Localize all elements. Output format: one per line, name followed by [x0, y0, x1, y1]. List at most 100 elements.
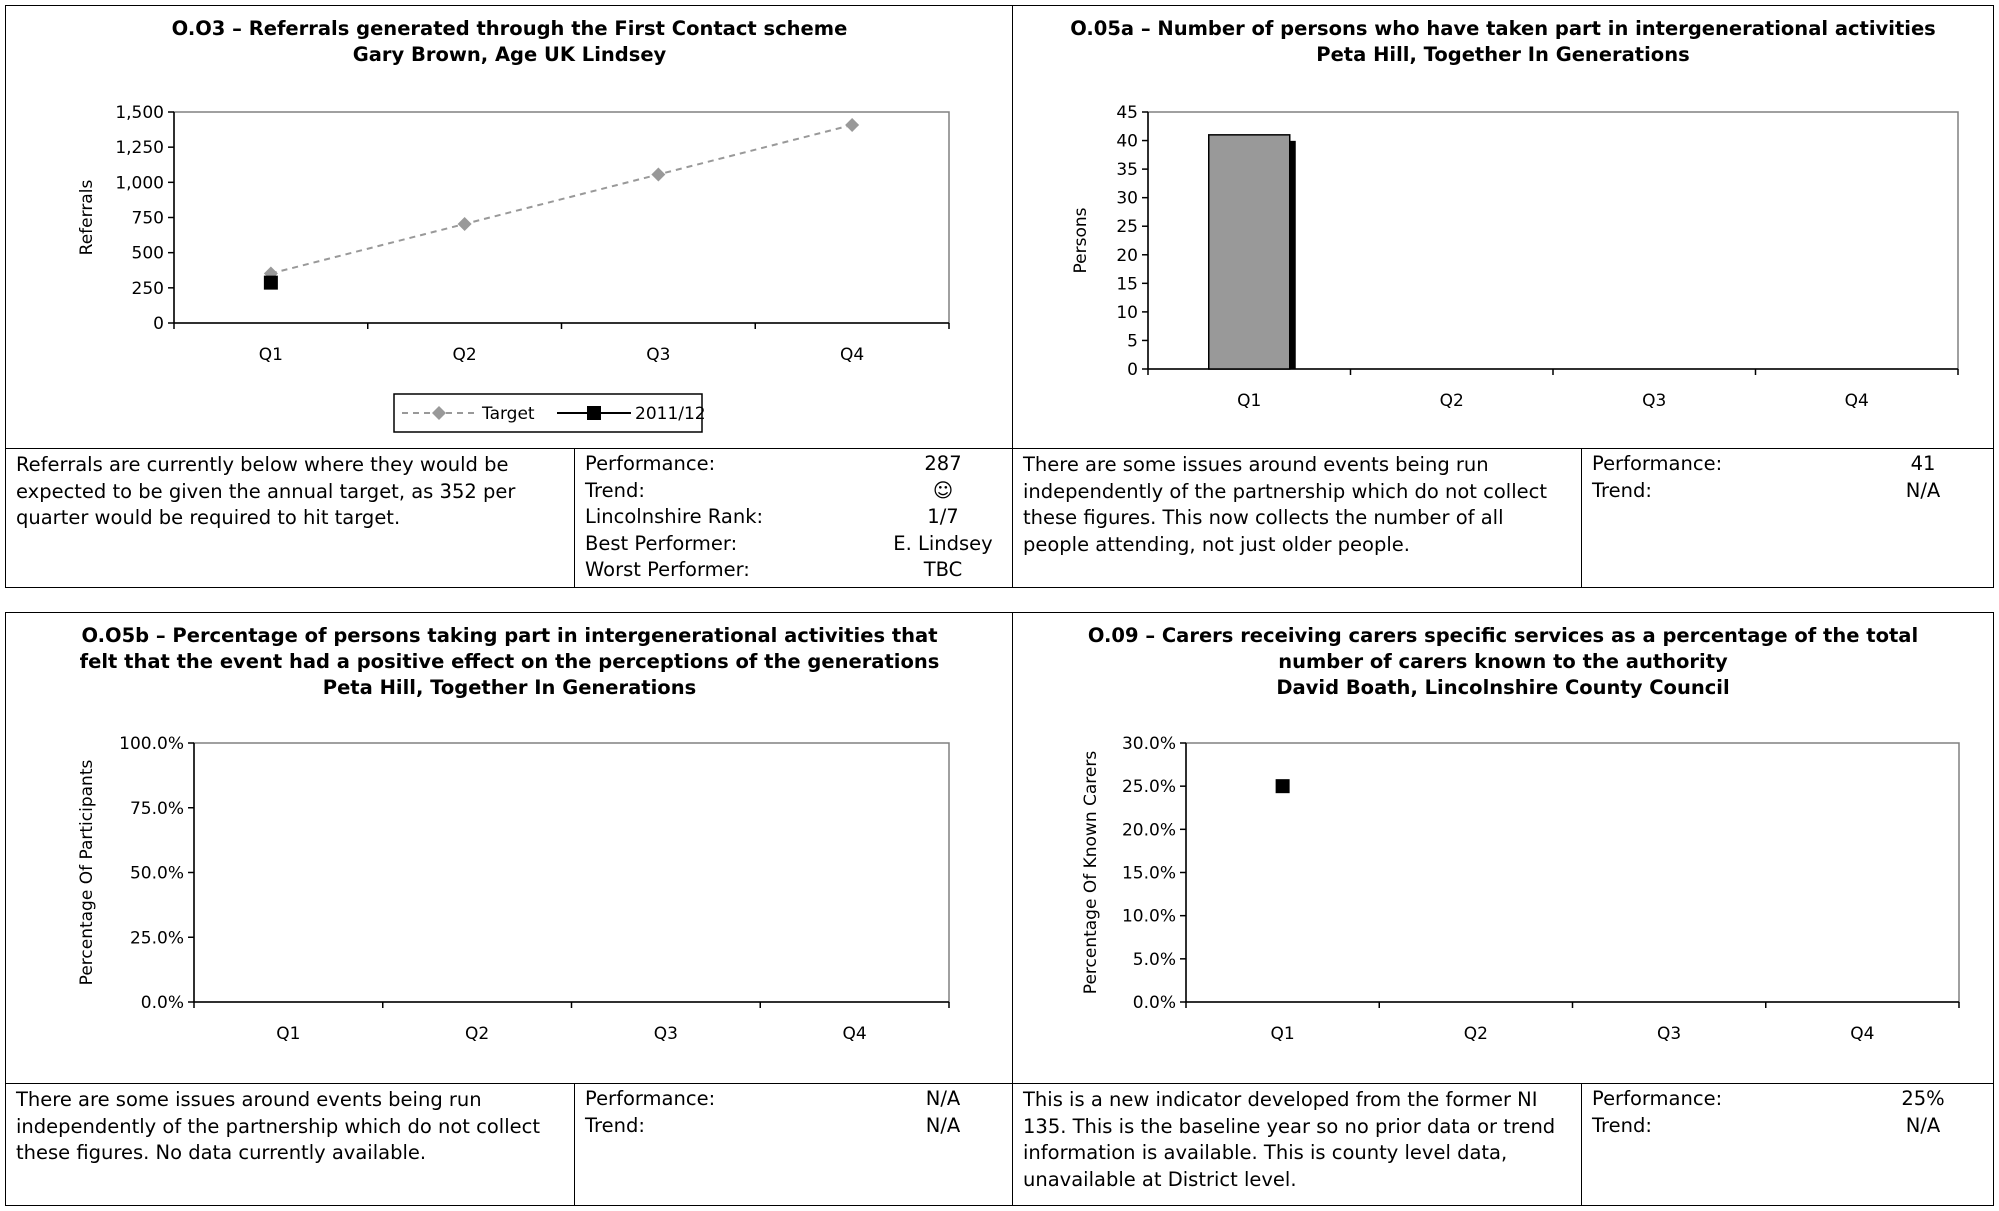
- y-axis-label: Referrals: [77, 180, 97, 256]
- perf-row: Performance: 287: [585, 452, 962, 475]
- legend-label: 2011/12: [635, 404, 706, 424]
- x-tick-label: Q2: [465, 1024, 489, 1044]
- legend-swatch-marker: [432, 406, 446, 420]
- chart-o03: 0 250 500 750 1,000 1,250 1,500 Q1 Q2 Q3 Q4 Referra…: [77, 103, 950, 433]
- performance-box: Performance: 287 Trend: ☺ Lincolnshire Ran…: [574, 448, 1013, 587]
- perf-row: Worst Performer: TBC: [585, 558, 963, 581]
- title-line-3: Peta Hill, Together In Generations: [322, 676, 697, 699]
- y-tick-label: 75.0%: [130, 799, 184, 819]
- perf-row: Best Performer: E. Lindsey: [585, 531, 993, 555]
- y-tick-label: 0: [1127, 360, 1138, 380]
- y-tick-label: 40: [1116, 132, 1138, 152]
- y-tick-label: 1,250: [115, 138, 164, 158]
- title-line-3: David Boath, Lincolnshire County Council: [1276, 676, 1730, 699]
- divider: [6, 1083, 1013, 1084]
- x-tick-label: Q4: [1850, 1024, 1874, 1044]
- y-axis-label: Percentage Of Known Carers: [1081, 751, 1101, 995]
- panel-o05b: O.O5b – Percentage of persons taking par…: [5, 612, 1014, 1206]
- perf-row: Performance: N/A: [585, 1087, 961, 1110]
- performance-box: Performance: 41 Trend: N/A: [1581, 448, 1993, 587]
- panel-o05a: O.05a – Number of persons who have taken…: [1012, 5, 1994, 588]
- target-point: [457, 216, 472, 231]
- y-tick-label: 0: [153, 314, 164, 334]
- description: There are some issues around events bein…: [16, 1088, 540, 1164]
- y-tick-label: 25.0%: [130, 928, 184, 948]
- x-tick-label: Q2: [1464, 1024, 1488, 1044]
- y-tick-label: 100.0%: [119, 734, 184, 754]
- chart-o05a: 0 5 10 15 20 25 30 35 40 45 Q1 Q2 Q3 Q4 Persons: [1071, 103, 1959, 411]
- y-tick-label: 500: [132, 244, 164, 264]
- smiley-icon: ☺: [932, 478, 954, 502]
- perf-row: Trend: N/A: [1592, 478, 1941, 502]
- y-tick-label: 250: [132, 279, 164, 299]
- description: There are some issues around events bein…: [1023, 453, 1547, 556]
- plot-area: [173, 111, 950, 324]
- bar: [1208, 134, 1291, 370]
- title-line-1: O.09 – Carers receiving carers specific …: [1087, 624, 1919, 647]
- divider: [1013, 1083, 1993, 1084]
- y-tick-label: 5: [1127, 331, 1138, 351]
- perf-row: Trend: N/A: [585, 1113, 961, 1137]
- y-tick-label: 1,500: [115, 103, 164, 123]
- y-tick-label: 0.0%: [1133, 993, 1176, 1013]
- y-tick-label: 20.0%: [1122, 820, 1176, 840]
- divider: [1013, 448, 1993, 449]
- divider: [6, 448, 1013, 449]
- panel-title: O.O5b – Percentage of persons taking par…: [6, 623, 1013, 701]
- y-tick-label: 30: [1116, 189, 1138, 209]
- y-tick-label: 35: [1116, 160, 1138, 180]
- y-tick-label: 15.0%: [1122, 864, 1176, 884]
- legend-label: Target: [481, 404, 535, 424]
- legend-swatch-marker: [587, 406, 601, 420]
- x-tick-label: Q2: [453, 345, 477, 365]
- y-tick-label: 10.0%: [1122, 907, 1176, 927]
- x-tick-label: Q3: [646, 345, 670, 365]
- x-tick-label: Q4: [1845, 391, 1869, 411]
- perf-row: Lincolnshire Rank: 1/7: [585, 505, 959, 528]
- y-axis-label: Percentage Of Participants: [77, 760, 97, 986]
- perf-row: Performance: 25%: [1592, 1087, 1945, 1110]
- plot-area: [1185, 742, 1960, 1003]
- panel-o09: O.09 – Carers receiving carers specific …: [1012, 612, 1994, 1206]
- title-line-1: O.05a – Number of persons who have taken…: [1070, 17, 1936, 40]
- title-line-1: O.O3 – Referrals generated through the F…: [171, 17, 848, 40]
- panel-o03: O.O3 – Referrals generated through the F…: [5, 5, 1014, 588]
- y-tick-label: 10: [1116, 303, 1138, 323]
- perf-row: Performance: 41: [1592, 452, 1936, 475]
- x-tick-label: Q4: [840, 345, 864, 365]
- y-tick-label: 20: [1116, 246, 1138, 266]
- y-tick-label: 25: [1116, 217, 1138, 237]
- description: This is a new indicator developed from t…: [1023, 1088, 1556, 1191]
- plot-area: [193, 742, 950, 1003]
- chart-o09: 0.0% 5.0% 10.0% 15.0% 20.0% 25.0% 30.0% Q1 Q2 Q3 Q…: [1081, 734, 1960, 1044]
- title-line-1: O.O5b – Percentage of persons taking par…: [81, 624, 938, 647]
- series-line: [270, 123, 853, 275]
- y-tick-label: 5.0%: [1133, 950, 1176, 970]
- performance-box: Performance: N/A Trend: N/A: [574, 1083, 1013, 1205]
- x-tick-label: Q1: [259, 345, 283, 365]
- x-tick-label: Q1: [1271, 1024, 1295, 1044]
- y-tick-label: 30.0%: [1122, 734, 1176, 754]
- title-line-2: Gary Brown, Age UK Lindsey: [352, 43, 667, 66]
- x-tick-label: Q4: [843, 1024, 867, 1044]
- y-axis-label: Persons: [1071, 207, 1091, 273]
- x-tick-label: Q1: [1237, 391, 1261, 411]
- data-point: [1275, 779, 1290, 794]
- perf-row: Trend: N/A: [1592, 1113, 1941, 1137]
- y-tick-label: 1,000: [115, 173, 164, 193]
- y-tick-label: 15: [1116, 274, 1138, 294]
- perf-row: Trend: ☺: [585, 478, 1003, 505]
- actual-point: [263, 275, 278, 290]
- chart-o05b: 0.0% 25.0% 50.0% 75.0% 100.0% Q1 Q2 Q3 Q4 Percent…: [77, 734, 950, 1044]
- x-tick-label: Q3: [1642, 391, 1666, 411]
- y-tick-label: 25.0%: [1122, 777, 1176, 797]
- y-tick-label: 0.0%: [141, 993, 184, 1013]
- x-tick-label: Q2: [1440, 391, 1464, 411]
- x-tick-label: Q3: [1657, 1024, 1681, 1044]
- y-tick-label: 750: [132, 209, 164, 229]
- title-line-2: Peta Hill, Together In Generations: [1316, 43, 1690, 66]
- y-tick-label: 45: [1116, 103, 1138, 123]
- panel-title: O.O3 – Referrals generated through the F…: [6, 16, 1013, 68]
- panel-title: O.09 – Carers receiving carers specific …: [1013, 623, 1993, 701]
- title-line-2: number of carers known to the authority: [1278, 650, 1728, 673]
